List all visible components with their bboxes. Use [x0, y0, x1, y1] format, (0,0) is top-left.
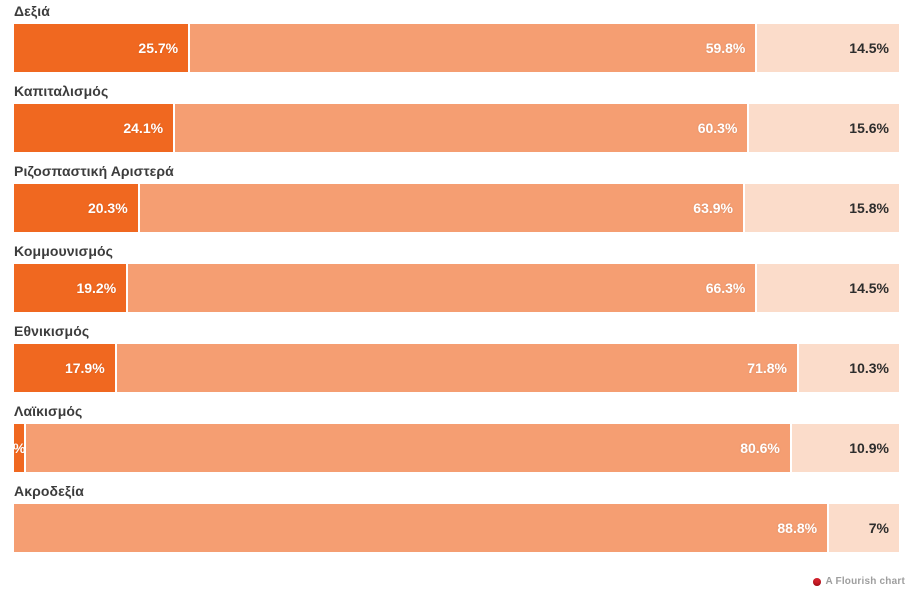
bar-segment-medium[interactable]: 80.6%: [26, 424, 792, 472]
category-label: Ακροδεξία: [14, 483, 84, 499]
bar-row: Ριζοσπαστική Αριστερά 20.3% 63.9% 15.8%: [14, 163, 899, 232]
category-label: Καπιταλισμός: [14, 83, 109, 99]
category-label: Λαϊκισμός: [14, 403, 83, 419]
stacked-bar: 19.2% 66.3% 14.5%: [14, 264, 899, 312]
stacked-bar: % 80.6% 10.9%: [14, 424, 899, 472]
segment-value-label: 80.6%: [740, 440, 780, 456]
bar-row: Λαϊκισμός% 80.6% 10.9%: [14, 403, 899, 472]
bar-segment-medium[interactable]: 59.8%: [190, 24, 758, 72]
bar-segment-dark[interactable]: 17.9%: [14, 344, 117, 392]
segment-value-label: 66.3%: [705, 280, 746, 296]
bar-row: Κομμουνισμός 19.2% 66.3% 14.5%: [14, 243, 899, 312]
segment-value-label: 19.2%: [76, 280, 117, 296]
bar-segment-dark[interactable]: 24.1%: [14, 104, 176, 152]
bar-row: Εθνικισμός 17.9% 71.8% 10.3%: [14, 323, 899, 392]
segment-value-label: 60.3%: [697, 120, 738, 136]
segment-value-label: 15.8%: [849, 200, 889, 216]
segment-value-label: 15.6%: [849, 120, 889, 136]
segment-value-label: 7%: [868, 520, 889, 536]
bar-segment-dark[interactable]: 25.7%: [14, 24, 191, 72]
segment-value-label: 10.9%: [849, 440, 889, 456]
segment-value-label: %: [14, 440, 26, 456]
bar-row: Ακροδεξία 88.8% 7%: [14, 483, 899, 552]
bar-segment-light[interactable]: 14.5%: [757, 264, 899, 312]
bar-segment-medium[interactable]: 66.3%: [128, 264, 758, 312]
bar-segment-dark[interactable]: 20.3%: [14, 184, 140, 232]
stacked-bar: 20.3% 63.9% 15.8%: [14, 184, 899, 232]
stacked-bar: 88.8% 7%: [14, 504, 899, 552]
flourish-credit[interactable]: A Flourish chart: [813, 576, 905, 587]
stacked-bar: 24.1% 60.3% 15.6%: [14, 104, 899, 152]
bar-segment-medium[interactable]: 60.3%: [175, 104, 750, 152]
segment-value-label: 17.9%: [64, 360, 105, 376]
flourish-logo-icon: [813, 577, 822, 586]
bar-segment-light[interactable]: 14.5%: [757, 24, 899, 72]
bar-row: Καπιταλισμός 24.1% 60.3% 15.6%: [14, 83, 899, 152]
segment-value-label: 71.8%: [747, 360, 787, 376]
flourish-credit-label: A Flourish chart: [825, 576, 905, 587]
stacked-bar: 25.7% 59.8% 14.5%: [14, 24, 899, 72]
segment-value-label: 24.1%: [123, 120, 164, 136]
bar-segment-light[interactable]: 15.6%: [749, 104, 899, 152]
category-label: Κομμουνισμός: [14, 243, 114, 259]
segment-value-label: 10.3%: [849, 360, 889, 376]
bar-segment-medium[interactable]: 88.8%: [14, 504, 830, 552]
bar-rows-container: Δεξιά 25.7% 59.8% 14.5% Καπιταλισμός 24.1% 60.…: [14, 3, 899, 552]
bar-segment-dark[interactable]: 19.2%: [14, 264, 129, 312]
bar-segment-medium[interactable]: 63.9%: [139, 184, 745, 232]
segment-value-label: 63.9%: [693, 200, 733, 216]
bar-segment-dark[interactable]: %: [14, 424, 27, 472]
segment-value-label: 59.8%: [705, 40, 746, 56]
stacked-bar: 17.9% 71.8% 10.3%: [14, 344, 899, 392]
segment-value-label: 20.3%: [87, 200, 128, 216]
segment-value-label: 14.5%: [849, 280, 889, 296]
bar-row: Δεξιά 25.7% 59.8% 14.5%: [14, 3, 899, 72]
bar-segment-light[interactable]: 10.3%: [798, 344, 899, 392]
bar-segment-light[interactable]: 7%: [829, 504, 899, 552]
segment-value-label: 14.5%: [849, 40, 889, 56]
category-label: Εθνικισμός: [14, 323, 90, 339]
bar-segment-light[interactable]: 10.9%: [791, 424, 899, 472]
segment-value-label: 25.7%: [138, 40, 179, 56]
category-label: Δεξιά: [14, 3, 50, 19]
category-label: Ριζοσπαστική Αριστερά: [14, 163, 174, 179]
bar-segment-medium[interactable]: 71.8%: [116, 344, 799, 392]
bar-segment-light[interactable]: 15.8%: [744, 184, 899, 232]
segment-value-label: 88.8%: [777, 520, 818, 536]
